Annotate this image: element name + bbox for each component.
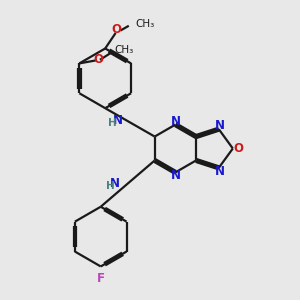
Text: N: N xyxy=(170,115,180,128)
Text: N: N xyxy=(112,114,122,128)
Text: H: H xyxy=(108,118,117,128)
Text: F: F xyxy=(97,272,105,285)
Text: CH₃: CH₃ xyxy=(114,45,134,55)
Text: CH₃: CH₃ xyxy=(135,19,154,29)
Text: N: N xyxy=(170,169,180,182)
Text: N: N xyxy=(110,177,120,190)
Text: N: N xyxy=(214,165,224,178)
Text: N: N xyxy=(214,119,224,132)
Text: H: H xyxy=(106,181,115,191)
Text: O: O xyxy=(233,142,243,155)
Text: O: O xyxy=(93,53,103,66)
Text: O: O xyxy=(111,23,121,37)
